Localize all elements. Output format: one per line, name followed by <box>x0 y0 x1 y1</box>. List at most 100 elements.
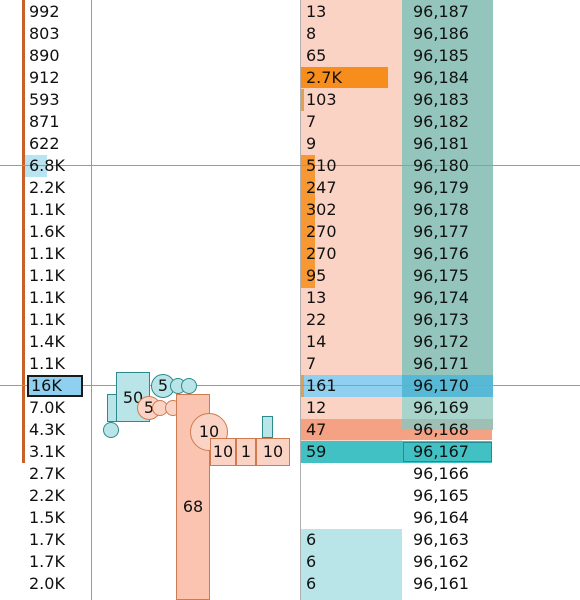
trade-bubble-sell[interactable]: 10 <box>190 413 228 451</box>
price-level[interactable]: 96,181 <box>413 134 469 153</box>
bid-size-value: 13 <box>306 288 327 307</box>
price-level[interactable]: 96,167 <box>413 442 469 461</box>
price-level[interactable]: 96,187 <box>413 2 469 21</box>
bid-size-value: 9 <box>306 134 317 153</box>
volume-profile-value: 1.1K <box>29 288 65 307</box>
volume-profile-value: 4.3K <box>29 420 65 439</box>
volume-profile-value: 1.4K <box>29 332 65 351</box>
volume-profile-value: 1.1K <box>29 200 65 219</box>
volume-profile-value: 890 <box>29 46 60 65</box>
price-column-lower-background <box>402 397 493 419</box>
volume-profile-value: 1.7K <box>29 552 65 571</box>
trade-bubble-buy[interactable] <box>103 422 119 438</box>
row-highlight-96170-price <box>402 375 493 397</box>
trade-bubble-buy[interactable] <box>181 378 197 394</box>
bid-size-value: 7 <box>306 354 317 373</box>
bid-bar-marker <box>301 89 304 111</box>
price-level[interactable]: 96,184 <box>413 68 469 87</box>
column-divider <box>91 0 92 600</box>
price-level[interactable]: 96,169 <box>413 398 469 417</box>
volume-profile-value: 1.7K <box>29 530 65 549</box>
trade-box-sell[interactable]: 10 <box>210 438 236 466</box>
volume-profile-value: 622 <box>29 134 60 153</box>
row-highlight-96184 <box>301 67 388 88</box>
price-level[interactable]: 96,170 <box>413 376 469 395</box>
volume-profile-value: 7.0K <box>29 398 65 417</box>
bid-size-value: 59 <box>306 442 327 461</box>
price-level[interactable]: 96,164 <box>413 508 469 527</box>
bid-size-value: 6 <box>306 552 317 571</box>
volume-profile-value: 593 <box>29 90 60 109</box>
bid-size-value: 7 <box>306 112 317 131</box>
volume-profile-value: 2.0K <box>29 574 65 593</box>
bid-bar-marker <box>301 375 304 397</box>
volume-profile-value: 2.2K <box>29 486 65 505</box>
volume-profile-value: 871 <box>29 112 60 131</box>
current-price-guide-line <box>0 385 580 386</box>
bid-size-value: 302 <box>306 200 337 219</box>
bid-size-value: 13 <box>306 2 327 21</box>
trade-box-sell[interactable]: 10 <box>256 438 290 466</box>
ask-column-background <box>301 529 402 600</box>
trade-box-buy[interactable] <box>262 416 273 438</box>
volume-profile-value: 16K <box>27 375 83 397</box>
bid-size-value: 270 <box>306 244 337 263</box>
price-column-background <box>402 0 493 375</box>
price-level[interactable]: 96,162 <box>413 552 469 571</box>
volume-profile-value: 2.2K <box>29 178 65 197</box>
price-level[interactable]: 96,186 <box>413 24 469 43</box>
trade-bubble-label: 5 <box>143 398 155 417</box>
price-level[interactable]: 96,180 <box>413 156 469 175</box>
bid-size-value: 247 <box>306 178 337 197</box>
bid-size-value: 95 <box>306 266 327 285</box>
price-level[interactable]: 96,172 <box>413 332 469 351</box>
trade-box-buy[interactable] <box>107 394 117 422</box>
volume-profile-highlight <box>25 155 47 177</box>
volume-profile-value: 912 <box>29 68 60 87</box>
volume-profile-value: 992 <box>29 2 60 21</box>
price-level[interactable]: 96,166 <box>413 464 469 483</box>
price-level[interactable]: 96,179 <box>413 178 469 197</box>
volume-profile-value: 6.8K <box>29 156 65 175</box>
price-level[interactable]: 96,175 <box>413 266 469 285</box>
price-level[interactable]: 96,161 <box>413 574 469 593</box>
bid-size-value: 47 <box>306 420 327 439</box>
bid-bar-marker <box>301 155 315 288</box>
price-level[interactable]: 96,168 <box>413 420 469 439</box>
price-level[interactable]: 96,165 <box>413 486 469 505</box>
price-level[interactable]: 96,171 <box>413 354 469 373</box>
bid-size-value: 510 <box>306 156 337 175</box>
bid-size-value: 22 <box>306 310 327 329</box>
volume-profile-value: 1.1K <box>29 310 65 329</box>
price-level[interactable]: 96,163 <box>413 530 469 549</box>
price-level[interactable]: 96,176 <box>413 244 469 263</box>
bid-size-value: 6 <box>306 574 317 593</box>
bid-size-value: 8 <box>306 24 317 43</box>
price-level[interactable]: 96,183 <box>413 90 469 109</box>
price-cell-96167-highlight <box>403 442 492 462</box>
price-level[interactable]: 96,178 <box>413 200 469 219</box>
horizontal-guide-line <box>0 165 580 166</box>
price-level[interactable]: 96,173 <box>413 310 469 329</box>
volume-profile-value: 1.6K <box>29 222 65 241</box>
volume-profile-value: 1.5K <box>29 508 65 527</box>
price-level[interactable]: 96,185 <box>413 46 469 65</box>
price-level[interactable]: 96,177 <box>413 222 469 241</box>
bid-size-value: 2.7K <box>306 68 342 87</box>
trade-bubble-label: 10 <box>198 422 220 441</box>
trade-bubble-label: 1 <box>240 442 252 461</box>
price-level[interactable]: 96,174 <box>413 288 469 307</box>
volume-profile-value: 2.7K <box>29 464 65 483</box>
volume-profile-value: 1.1K <box>29 266 65 285</box>
price-column-lower-background-2 <box>402 419 493 430</box>
bid-size-value: 103 <box>306 90 337 109</box>
trade-box-sell[interactable]: 1 <box>236 438 256 466</box>
bid-size-value: 65 <box>306 46 327 65</box>
bid-size-value: 270 <box>306 222 337 241</box>
bid-size-value: 12 <box>306 398 327 417</box>
bid-size-value: 6 <box>306 530 317 549</box>
price-level[interactable]: 96,182 <box>413 112 469 131</box>
volume-profile-value: 1.1K <box>29 244 65 263</box>
trade-bubble-label: 68 <box>182 497 204 516</box>
volume-profile-value: 803 <box>29 24 60 43</box>
